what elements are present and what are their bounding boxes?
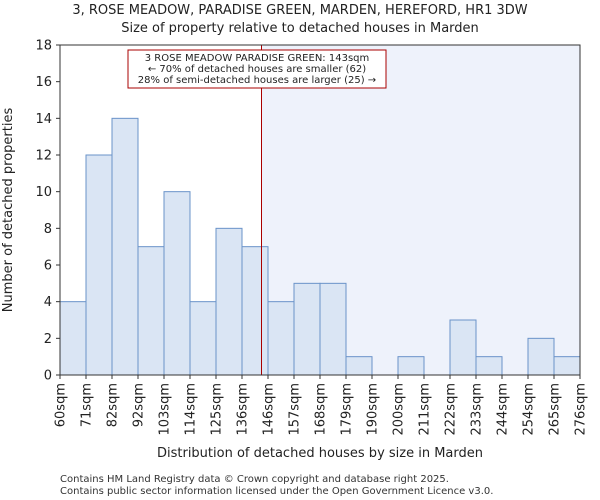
x-tick-label: 92sqm [132,383,147,427]
x-axis-ticks: 60sqm 71sqm 82sqm 92sqm 103sqm 114sqm 125sqm 13… [54,375,589,436]
bar-146sqm [267,301,295,376]
x-tick-label: 211sqm [418,383,433,436]
bar-136sqm [241,246,269,376]
bar-157sqm [293,282,321,376]
bar-82sqm [111,117,139,376]
bar-233sqm [475,356,503,376]
x-tick-label: 222sqm [444,383,459,436]
x-tick-label: 125sqm [210,383,225,436]
chart-title: 3, ROSE MEADOW, PARADISE GREEN, MARDEN, … [72,3,527,18]
bar-60sqm [59,301,87,376]
annotation-line-3: 28% of semi-detached houses are larger (… [138,75,376,86]
y-tick-label: 4 [44,295,52,310]
x-tick-label: 157sqm [288,383,303,436]
x-tick-label: 244sqm [496,383,511,436]
x-tick-label: 146sqm [262,383,277,436]
x-tick-label: 71sqm [80,383,95,427]
y-tick-label: 8 [44,222,52,237]
x-tick-label: 114sqm [184,383,199,436]
x-tick-label: 265sqm [548,383,563,436]
y-tick-label: 6 [44,259,52,274]
x-tick-label: 103sqm [158,383,173,436]
y-tick-label: 14 [35,112,52,127]
x-tick-label: 179sqm [340,383,355,436]
bar-222sqm [449,319,477,376]
y-tick-label: 2 [44,332,52,347]
x-tick-label: 200sqm [392,383,407,436]
x-tick-label: 136sqm [236,383,251,436]
bar-254sqm [527,337,555,376]
x-tick-label: 190sqm [366,383,381,436]
y-tick-label: 10 [35,185,52,200]
annotation-line-1: 3 ROSE MEADOW PARADISE GREEN: 143sqm [145,53,370,64]
bar-92sqm [137,246,165,376]
bar-168sqm [319,282,347,376]
bar-71sqm [85,154,113,376]
y-tick-label: 12 [35,149,52,164]
bar-179sqm [345,356,373,376]
y-tick-label: 18 [35,39,52,54]
x-tick-label: 233sqm [470,383,485,436]
y-tick-label: 16 [35,75,52,90]
bar-265sqm [553,356,581,376]
chart-subtitle: Size of property relative to detached ho… [121,21,479,36]
y-axis-ticks: 0 2 4 6 8 10 12 14 16 18 [35,39,60,384]
annotation-line-2: ← 70% of detached houses are smaller (62… [148,64,366,75]
x-tick-label: 254sqm [522,383,537,436]
bar-103sqm [163,191,191,376]
bar-114sqm [189,301,217,376]
x-tick-label: 82sqm [106,383,121,427]
y-tick-label: 0 [44,369,52,384]
bar-125sqm [215,227,243,376]
annotation-box [127,49,387,89]
bar-200sqm [397,356,425,376]
bars [59,117,581,376]
footer-line-2: Contains public sector information licen… [60,486,493,497]
footer-line-1: Contains HM Land Registry data © Crown c… [60,474,449,485]
x-tick-label: 60sqm [54,383,69,427]
x-tick-label: 276sqm [574,383,589,436]
x-axis-label: Distribution of detached houses by size … [157,446,483,461]
x-tick-label: 168sqm [314,383,329,436]
y-axis-label: Number of detached properties [1,108,16,313]
